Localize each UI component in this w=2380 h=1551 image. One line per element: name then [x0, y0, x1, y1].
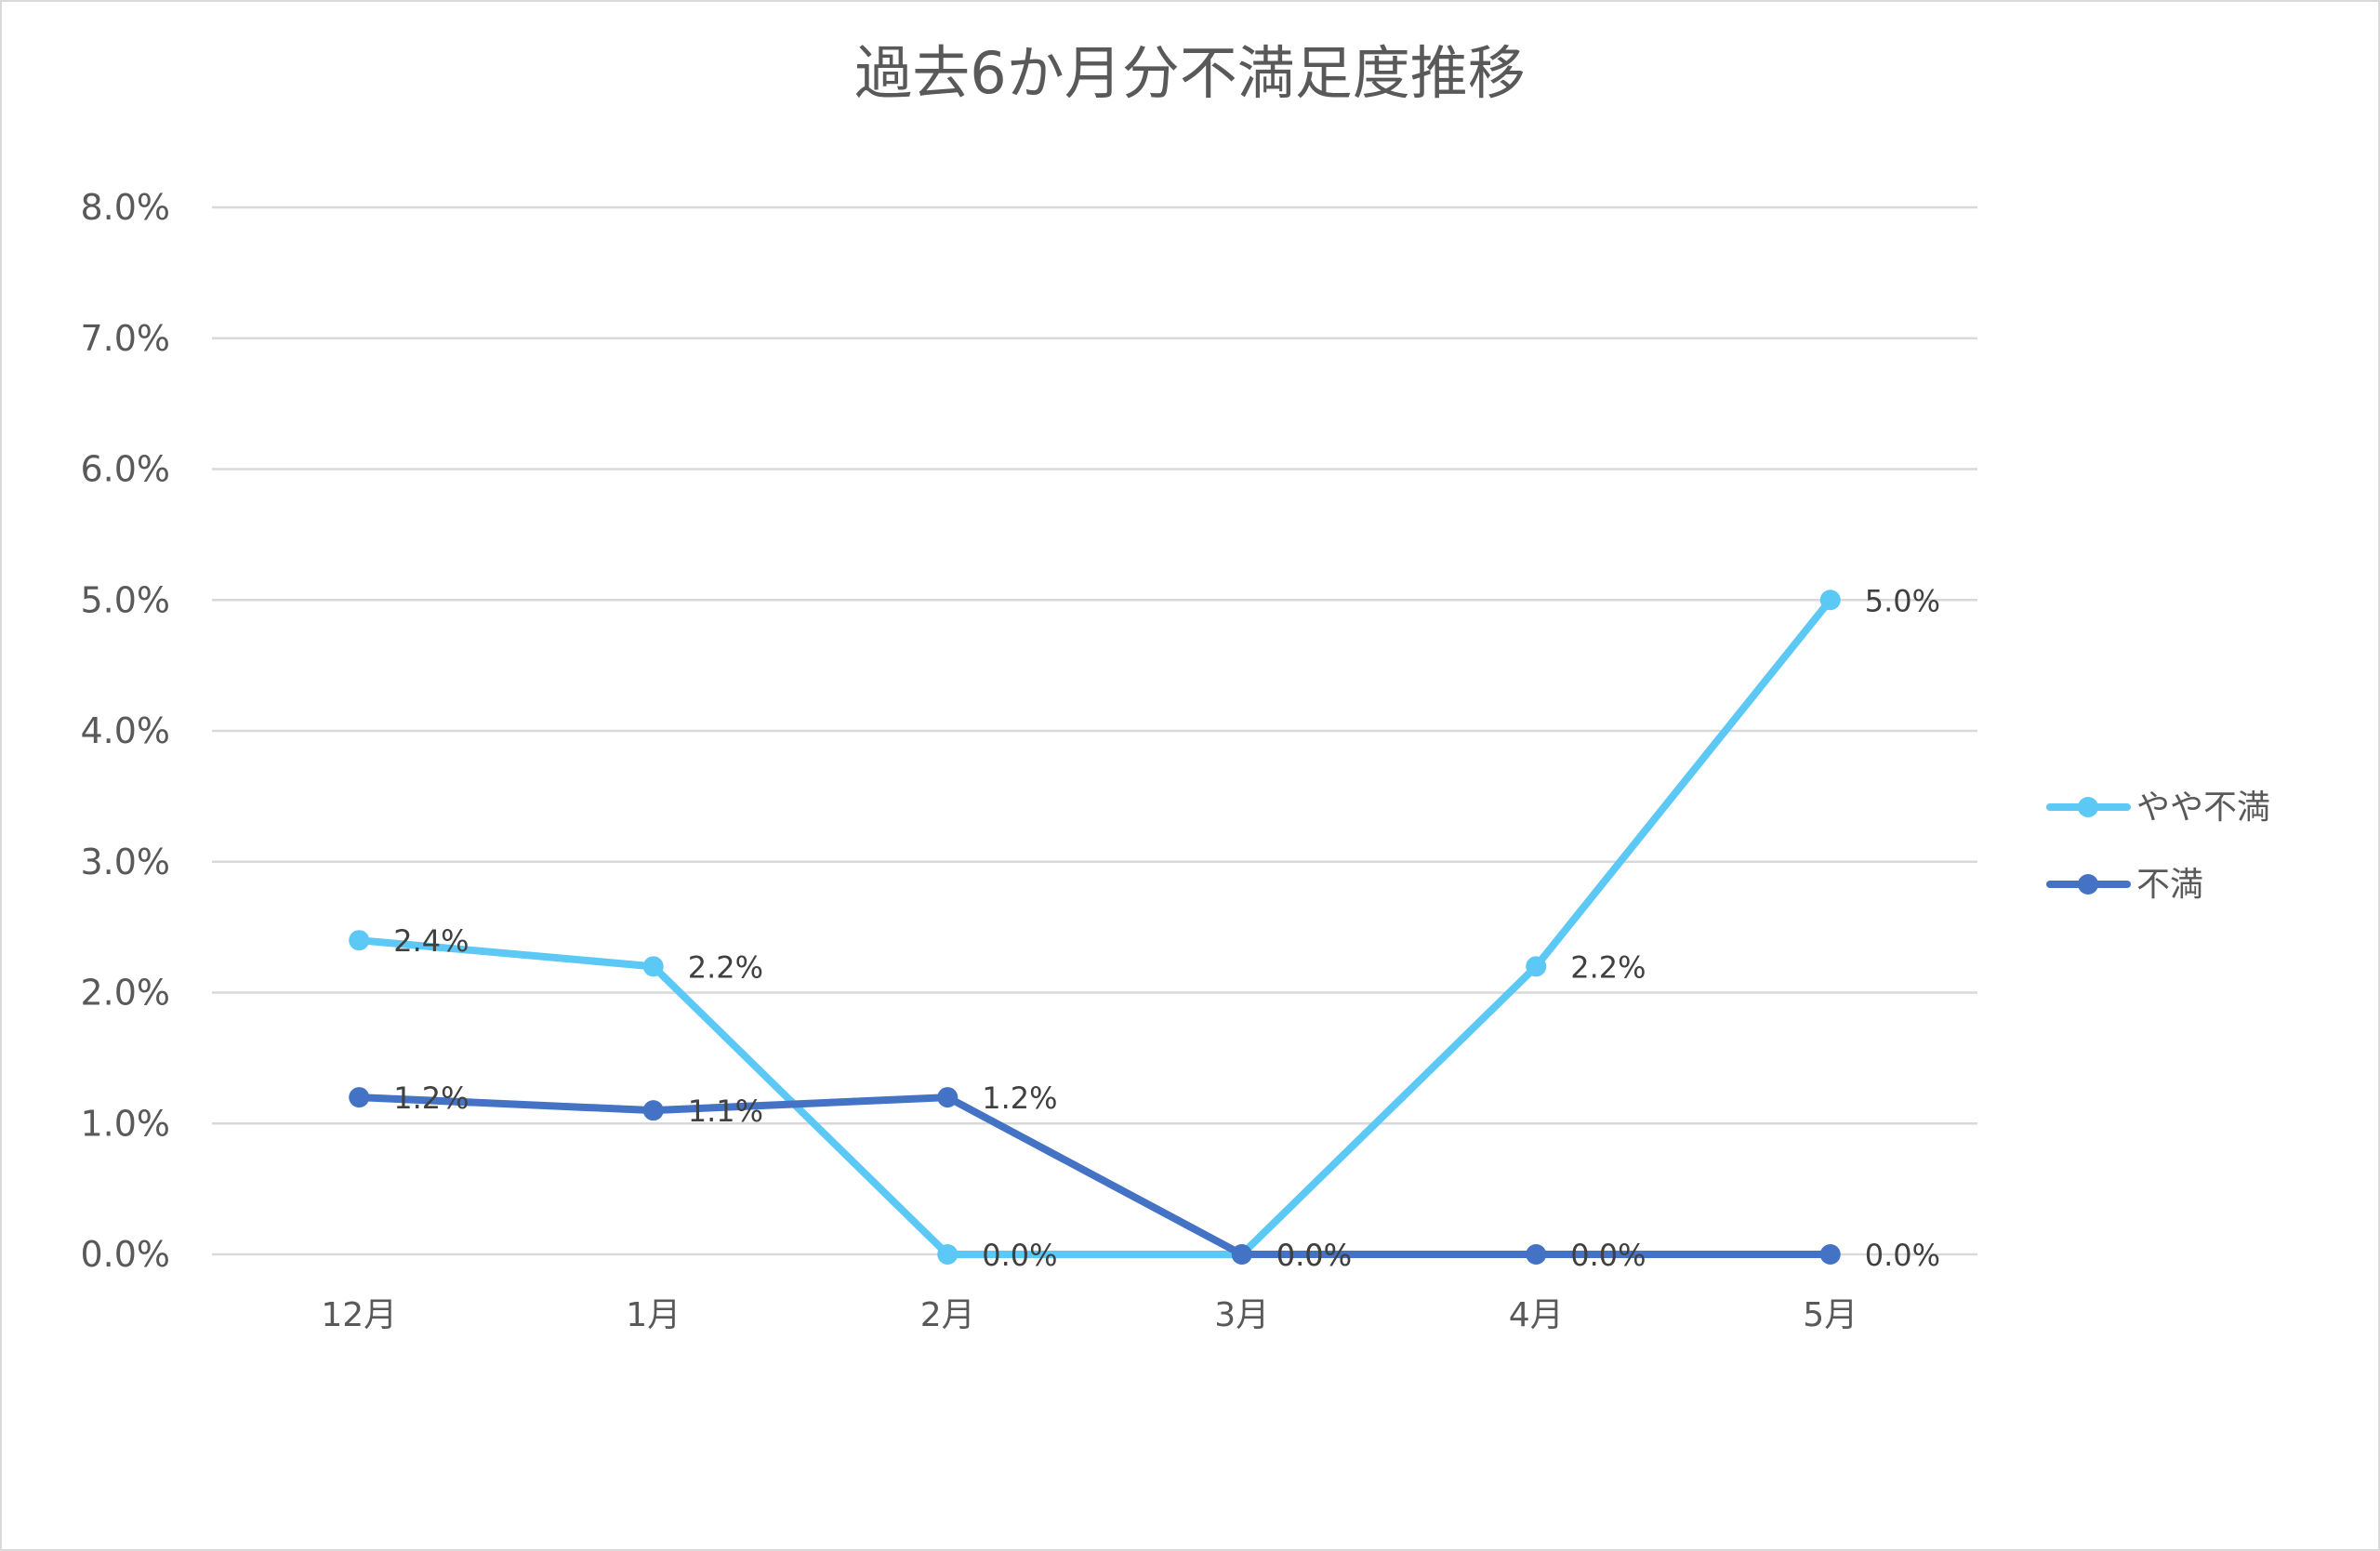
y-tick-label: 8.0% [80, 187, 170, 228]
series-line [355, 1094, 1834, 1258]
y-tick-label: 0.0% [80, 1234, 170, 1275]
data-label: 2.2% [688, 949, 763, 985]
data-label: 0.0% [1276, 1238, 1352, 1273]
y-tick-label: 4.0% [80, 710, 170, 751]
legend-marker [2078, 797, 2098, 817]
x-tick-label: 4月 [1509, 1296, 1564, 1334]
x-tick-label: 5月 [1803, 1296, 1858, 1334]
data-label: 0.0% [1276, 1238, 1352, 1273]
data-label: 1.2% [982, 1080, 1057, 1116]
data-point [937, 1244, 959, 1265]
x-tick-label: 1月 [626, 1296, 681, 1334]
data-label: 2.4% [393, 923, 469, 959]
data-point [937, 1087, 959, 1108]
data-label: 5.0% [1865, 583, 1940, 618]
data-label: 1.1% [688, 1094, 763, 1129]
data-point [642, 956, 664, 977]
data-point [1819, 1244, 1841, 1265]
data-point [349, 930, 370, 951]
x-axis-ticks: 12月 1月 2月 3月 4月 5月 [321, 1296, 1858, 1334]
y-tick-label: 7.0% [80, 318, 170, 359]
x-tick-label: 12月 [321, 1296, 397, 1334]
legend-label: 不満 [2136, 866, 2203, 904]
data-point [1819, 590, 1841, 611]
data-label: 2.2% [1570, 949, 1646, 985]
y-tick-label: 2.0% [80, 973, 170, 1014]
y-tick-label: 5.0% [80, 579, 170, 620]
series-line [355, 596, 1834, 1258]
data-label: 0.0% [982, 1238, 1057, 1273]
data-label: 0.0% [1865, 1238, 1940, 1273]
data-point [1526, 956, 1547, 977]
data-label: 1.2% [393, 1080, 469, 1116]
y-axis-ticks: 0.0% 1.0% 2.0% 3.0% 4.0% 5.0% 6.0% 7.0% 8.0% [80, 187, 170, 1275]
chart-title: 過去6か月分不満足度推移 [854, 39, 1525, 107]
data-point [642, 1100, 664, 1121]
data-point [1526, 1244, 1547, 1265]
gridlines [212, 205, 1977, 1256]
data-point [1231, 1244, 1252, 1265]
data-label: 0.0% [1570, 1238, 1646, 1273]
y-tick-label: 6.0% [80, 449, 170, 490]
y-tick-label: 3.0% [80, 842, 170, 882]
y-tick-label: 1.0% [80, 1103, 170, 1144]
data-point [349, 1087, 370, 1108]
x-tick-label: 2月 [920, 1296, 975, 1334]
series-lines [349, 590, 1841, 1265]
legend-label: やや不満 [2136, 789, 2270, 827]
x-tick-label: 3月 [1214, 1296, 1269, 1334]
legend-marker [2078, 874, 2098, 895]
data-labels: 2.4% 2.2% 0.0% 0.0% 2.2% 5.0% 1.2% 1.1% 1.2% 0.0%… [393, 583, 1940, 1273]
